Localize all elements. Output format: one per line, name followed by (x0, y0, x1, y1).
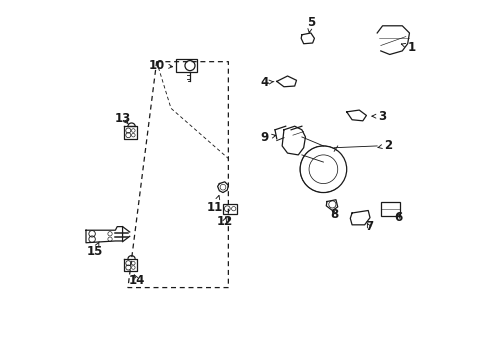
Text: 13: 13 (115, 112, 131, 125)
Text: 6: 6 (393, 211, 401, 224)
Text: 10: 10 (148, 59, 172, 72)
Text: 15: 15 (86, 242, 102, 257)
Bar (380, 202, 400, 216)
Text: 2: 2 (377, 139, 391, 152)
Bar (176, 59, 197, 72)
Text: 12: 12 (216, 215, 232, 228)
Text: 14: 14 (128, 274, 145, 287)
Text: 8: 8 (329, 208, 338, 221)
Bar (223, 204, 236, 214)
Text: 3: 3 (371, 110, 386, 123)
Text: 7: 7 (364, 220, 372, 233)
Text: 5: 5 (306, 16, 314, 33)
Text: 1: 1 (401, 41, 414, 54)
Text: 4: 4 (260, 76, 273, 89)
Text: 11: 11 (206, 195, 223, 215)
Text: 9: 9 (260, 131, 275, 144)
